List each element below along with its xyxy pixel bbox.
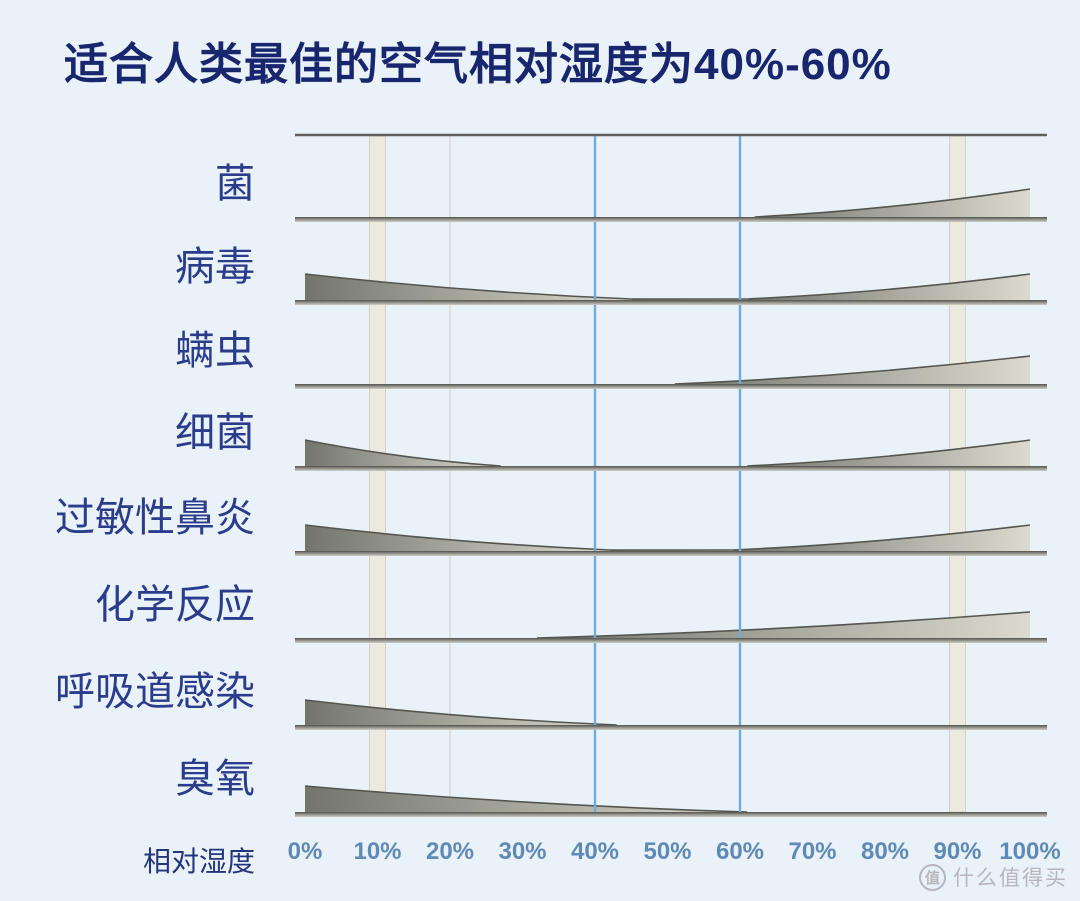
axis-tick: 60% [715,838,765,865]
wedge-top-edge [732,524,1031,551]
x-axis-ticks: 0% 10% 20% 30% 40% 50% 60% 70% 80% 90% 100% [0,838,1080,868]
wedge [305,525,610,551]
row-label: 过敏性鼻炎 [55,496,255,540]
axis-tick: 30% [498,838,547,865]
wedge-top-edge [536,611,1031,639]
wedge-top-edge [304,273,632,300]
wedge [732,525,1030,551]
axis-tick: 100% [999,838,1061,865]
axis-tick: 90% [933,838,982,865]
axis-tick: 40% [570,838,620,865]
wedge-top-edge [304,699,617,726]
wedge [305,786,748,812]
row-baseline [295,466,1047,471]
axis-tick: 20% [425,838,475,865]
axis-tick: 70% [788,838,837,865]
row-baseline [295,384,1047,389]
wedge [747,440,1030,466]
wedge-top-edge [304,524,610,551]
axis-tick: 80% [860,838,910,865]
axis-tick: 50% [643,838,692,865]
row-label: 臭氧 [175,757,255,801]
row-label: 病毒 [175,245,255,289]
watermark: 值 什么值得买 [919,861,1068,893]
wedge [305,440,501,466]
row-baseline [295,551,1047,556]
wedge-top-edge [747,273,1031,300]
wedge-top-edge [754,188,1031,218]
row-label-column: 菌病毒螨虫细菌过敏性鼻炎化学反应呼吸道感染臭氧 [0,0,255,901]
wedge [754,189,1030,217]
wedge-top-edge [747,439,1031,467]
wedge [537,612,1030,638]
wedge [305,274,632,300]
wedge [747,274,1030,300]
row-label: 细菌 [175,411,255,455]
axis-tick: 10% [353,838,402,865]
row-baseline [295,638,1047,643]
axis-tick: 0% [287,838,323,865]
row-baseline [295,300,1047,305]
row-label: 化学反应 [95,583,255,627]
row-baseline [295,725,1047,730]
wedge-top-edge [304,785,748,813]
page-title: 适合人类最佳的空气相对湿度为40%-60% [64,40,892,89]
wedge [305,700,617,725]
reference-band [949,135,966,813]
row-label: 菌 [215,162,255,206]
row-label: 呼吸道感染 [55,670,255,714]
wedge-top-edge [674,355,1031,385]
row-baseline [295,217,1047,222]
row-baseline [295,812,1047,817]
chart-plot [295,133,1047,817]
wedge [674,356,1030,384]
smzdm-logo-icon: 值 [919,863,946,891]
row-label: 螨虫 [175,329,255,373]
x-axis-title: 相对湿度 [142,846,255,877]
wedge-top-edge [304,439,501,467]
watermark-text: 什么值得买 [953,867,1068,890]
